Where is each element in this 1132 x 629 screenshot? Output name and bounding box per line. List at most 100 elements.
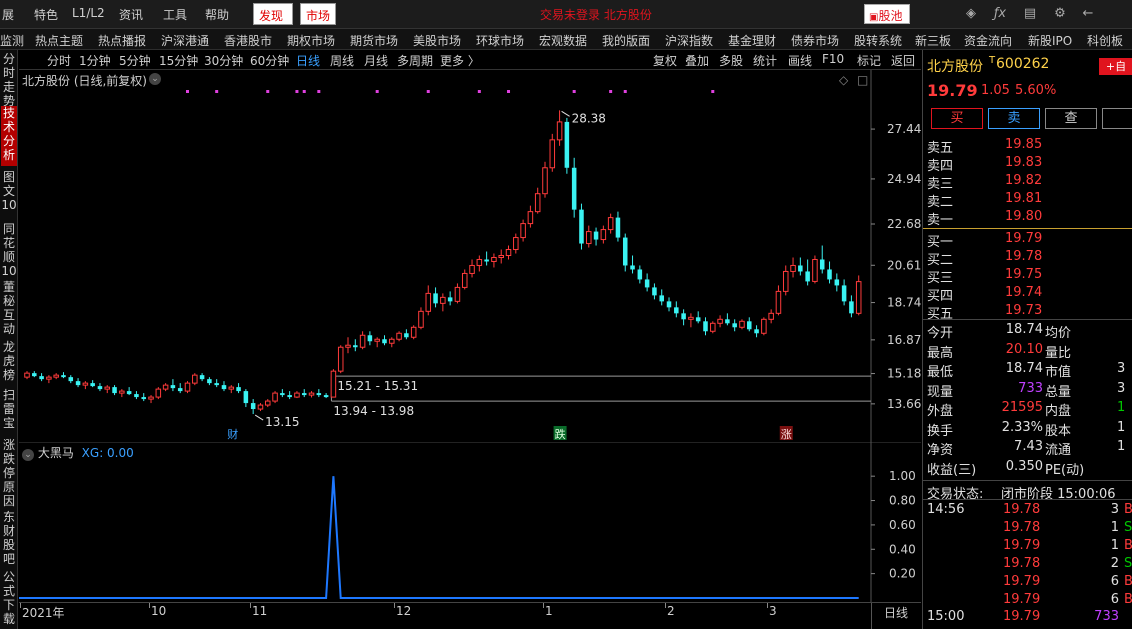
candle bbox=[104, 386, 111, 390]
stock-pool-button[interactable]: ▣股池 bbox=[864, 4, 910, 24]
left-tab[interactable]: 公式下载 bbox=[2, 570, 15, 626]
nav-item[interactable]: 新三板 bbox=[915, 34, 952, 48]
candle bbox=[374, 338, 380, 342]
ask-row[interactable]: 卖四 19.83 bbox=[923, 154, 1132, 174]
tick-time: 14:56 bbox=[927, 502, 965, 517]
nav-item[interactable]: 美股市场 bbox=[413, 34, 462, 48]
chart-tool-button[interactable]: 多股 bbox=[719, 54, 744, 68]
add-favorite-button[interactable]: +自 bbox=[1099, 58, 1132, 75]
price-change: 1.05 bbox=[981, 83, 1010, 98]
nav-item[interactable]: 监测 bbox=[0, 34, 25, 48]
gear-icon[interactable]: ⚙ bbox=[1054, 6, 1066, 21]
menu-item-tools[interactable]: 工具 bbox=[163, 8, 188, 22]
bid-row[interactable]: 买三 19.75 bbox=[923, 266, 1132, 286]
nav-item[interactable]: 股转系统 bbox=[854, 34, 903, 48]
stat-key: 净资 bbox=[927, 443, 954, 458]
nav-item[interactable]: 新股IPO bbox=[1028, 34, 1073, 48]
left-tab[interactable]: 涨跌停原因 bbox=[2, 438, 15, 508]
ask-price: 19.83 bbox=[1005, 155, 1043, 170]
ask-row[interactable]: 卖三 19.82 bbox=[923, 172, 1132, 192]
left-tab[interactable]: 技术分析 bbox=[1, 106, 17, 166]
nav-item[interactable]: 沪深指数 bbox=[665, 34, 714, 48]
period-tab[interactable]: 5分钟 bbox=[119, 54, 151, 68]
period-tab[interactable]: 60分钟 bbox=[250, 54, 290, 68]
indicator-chart[interactable]: 1.00 0.80 0.60 0.40 0.20 bbox=[19, 441, 921, 602]
bid-row[interactable]: 买四 19.74 bbox=[923, 284, 1132, 304]
period-tab[interactable]: 分时 bbox=[47, 54, 72, 68]
sell-button[interactable]: 卖 bbox=[988, 108, 1040, 129]
query-button[interactable]: 查 bbox=[1045, 108, 1097, 129]
nav-item[interactable]: 债券市场 bbox=[791, 34, 840, 48]
stock-pool-icon: ▣ bbox=[869, 12, 879, 23]
fx-icon[interactable]: ƒx bbox=[993, 6, 1007, 21]
period-tab[interactable]: 15分钟 bbox=[159, 54, 199, 68]
layers-icon[interactable]: ◈ bbox=[966, 6, 976, 21]
last-price: 19.79 bbox=[927, 81, 978, 100]
nav-item[interactable]: 沪深港通 bbox=[161, 34, 210, 48]
chart-tool-button[interactable]: 复权 bbox=[653, 54, 678, 68]
bid-label: 买二 bbox=[927, 253, 954, 268]
bid-row[interactable]: 买五 19.73 bbox=[923, 302, 1132, 322]
menu-item-level[interactable]: L1/L2 bbox=[72, 6, 105, 20]
tick-side: S bbox=[1124, 556, 1132, 571]
period-tab[interactable]: 月线 bbox=[364, 54, 389, 68]
period-tab[interactable]: 多周期 bbox=[397, 54, 434, 68]
nav-item[interactable]: 宏观数据 bbox=[539, 34, 588, 48]
nav-item[interactable]: 期权市场 bbox=[287, 34, 336, 48]
nav-item[interactable]: 科创板 bbox=[1087, 34, 1124, 48]
chart-tool-button[interactable]: 标记 bbox=[857, 54, 882, 68]
period-tab[interactable]: 周线 bbox=[330, 54, 355, 68]
candle bbox=[586, 231, 592, 245]
nav-item[interactable]: 我的版面 bbox=[602, 34, 651, 48]
left-tab[interactable]: 东财股吧 bbox=[2, 510, 15, 566]
chart-tool-button[interactable]: 返回 bbox=[891, 54, 916, 68]
tick-row: 19.79 1 B bbox=[923, 537, 1132, 555]
tab-market[interactable]: 市场 bbox=[300, 3, 336, 25]
ask-row[interactable]: 卖五 19.85 bbox=[923, 136, 1132, 156]
menu-item-news[interactable]: 资讯 bbox=[119, 8, 144, 22]
ask-row[interactable]: 卖一 19.80 bbox=[923, 208, 1132, 228]
nav-item[interactable]: 期货市场 bbox=[350, 34, 399, 48]
menu-item-expand[interactable]: 展 bbox=[2, 8, 15, 22]
stat-key-2: 均价 bbox=[1045, 326, 1072, 341]
news-icon[interactable]: ▤ bbox=[1023, 6, 1037, 21]
rise-marker: 涨 bbox=[781, 428, 792, 441]
chevron-down-icon[interactable]: ⌄ bbox=[22, 449, 34, 461]
nav-item[interactable]: 基金理财 bbox=[728, 34, 777, 48]
left-tab[interactable]: 图文10 bbox=[1, 170, 17, 212]
chart-tool-button[interactable]: 叠加 bbox=[685, 54, 710, 68]
tab-discover[interactable]: 发现■ bbox=[253, 3, 293, 38]
period-tab[interactable]: 30分钟 bbox=[204, 54, 244, 68]
left-tab[interactable]: 同花顺10 bbox=[1, 222, 17, 278]
left-tab[interactable]: 董秘互动 bbox=[2, 280, 15, 336]
bid-row[interactable]: 买一 19.79 bbox=[923, 230, 1132, 250]
chart-tool-button[interactable]: F10 bbox=[822, 52, 845, 66]
chevron-down-icon[interactable]: ⌄ bbox=[149, 73, 161, 85]
candle bbox=[461, 272, 468, 288]
back-icon[interactable]: ← bbox=[1082, 6, 1094, 21]
fall-marker: 跌 bbox=[555, 427, 566, 441]
ask-row[interactable]: 卖二 19.81 bbox=[923, 190, 1132, 210]
kline-chart[interactable]: 27.44 24.94 22.68 20.61 18.74 16.87 15.18 13.66… bbox=[19, 70, 921, 442]
nav-item[interactable]: 香港股市 bbox=[224, 34, 273, 48]
left-tab[interactable]: 扫雷宝 bbox=[2, 388, 15, 430]
kline-plot-background bbox=[19, 70, 921, 442]
nav-item[interactable]: 资金流向 bbox=[964, 34, 1013, 48]
chart-tool-button[interactable]: 统计 bbox=[753, 54, 778, 68]
period-tab[interactable]: 更多 〉 bbox=[440, 54, 480, 68]
period-tab[interactable]: 日线 bbox=[296, 54, 321, 68]
y-tick-label: 27.44 bbox=[887, 122, 921, 136]
candle bbox=[849, 301, 854, 314]
nav-item[interactable]: 热点播报 bbox=[98, 34, 147, 48]
left-tab[interactable]: 分时走势 bbox=[2, 52, 15, 108]
period-tab[interactable]: 1分钟 bbox=[79, 54, 111, 68]
bid-row[interactable]: 买二 19.78 bbox=[923, 248, 1132, 268]
left-tab[interactable]: 龙虎榜 bbox=[2, 340, 15, 382]
more-trade-button[interactable] bbox=[1102, 108, 1132, 129]
nav-item[interactable]: 热点主题 bbox=[35, 34, 84, 48]
nav-item[interactable]: 环球市场 bbox=[476, 34, 525, 48]
chart-tool-button[interactable]: 画线 bbox=[788, 54, 813, 68]
menu-item-features[interactable]: 特色 bbox=[34, 8, 59, 22]
buy-button[interactable]: 买 bbox=[931, 108, 983, 129]
menu-item-help[interactable]: 帮助 bbox=[205, 8, 230, 22]
